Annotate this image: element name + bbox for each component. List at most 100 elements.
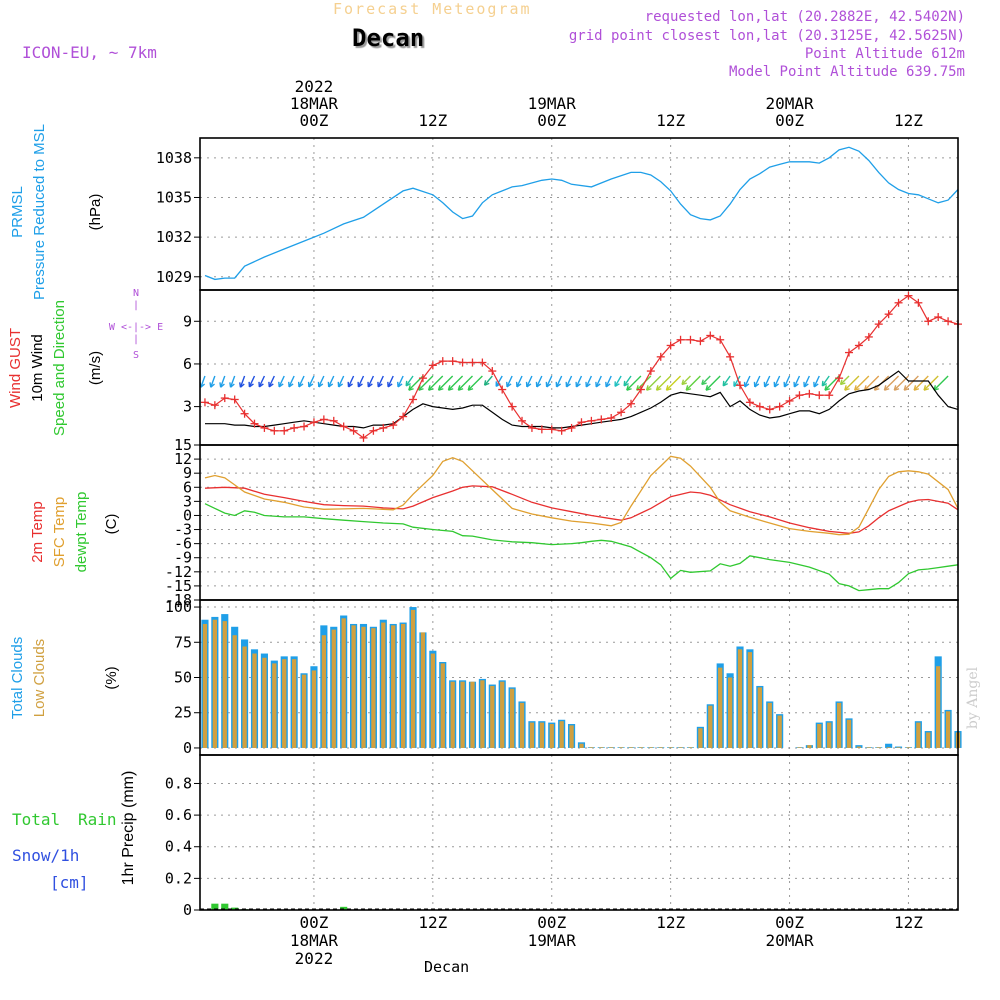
low-cloud-bar — [668, 747, 673, 748]
low-cloud-bar — [430, 653, 435, 748]
low-cloud-bar — [559, 721, 564, 748]
top-time-label: 2022 — [295, 77, 334, 96]
rain-bar — [231, 907, 239, 910]
cloud-ytick-label: 0 — [183, 739, 192, 757]
wind-arrow-head — [645, 385, 649, 391]
wind-arrow-shaft — [298, 375, 305, 388]
pressure-ytick-label: 1029 — [156, 268, 192, 286]
wind-direction-arrow — [515, 375, 523, 388]
wind-arrow-head — [666, 388, 672, 391]
bottom-time-label: 12Z — [894, 913, 923, 932]
wind-gust-marker — [656, 352, 665, 361]
compass-bar: | — [133, 300, 139, 311]
cloud-bar — [875, 747, 883, 748]
cloud-bar — [855, 745, 863, 748]
wind-arrow-head — [526, 383, 532, 388]
wind-arrow-head — [904, 388, 910, 391]
wind-arrow-head — [328, 383, 334, 388]
wind-arrow-shaft — [783, 375, 791, 388]
wind-ytick-label: 3 — [183, 398, 192, 416]
wind-arrow-head — [219, 382, 222, 388]
temp-ytick-label: 0 — [183, 506, 192, 524]
cloud-bar — [528, 721, 536, 748]
cloud-bar — [657, 747, 665, 748]
precip-legend-snow-unit: [cm] — [50, 873, 89, 892]
wind-arrow-shaft — [377, 375, 384, 388]
wind-direction-arrow — [347, 375, 355, 388]
wind-arrow-head — [546, 383, 552, 388]
wind-arrow-shaft — [803, 375, 811, 388]
wind-arrow-head — [467, 385, 471, 391]
wind-arrow-shaft — [585, 375, 593, 388]
cloud-bar — [498, 680, 506, 748]
wind-direction-arrow — [595, 375, 602, 388]
wind-gust-marker — [557, 426, 566, 435]
wind-arrow-head — [418, 388, 424, 391]
wind-direction-arrow — [327, 375, 335, 388]
wind-direction-arrow — [813, 375, 820, 388]
wind-direction-arrow — [209, 375, 216, 388]
wind-arrow-head — [626, 385, 629, 391]
temp-line-0 — [204, 485, 959, 534]
wind-gust-marker — [577, 418, 586, 427]
low-cloud-bar — [817, 724, 822, 748]
wind-arrow-head — [457, 385, 461, 391]
low-cloud-bar — [856, 746, 862, 748]
wind-gust-marker — [270, 426, 279, 435]
wind-gust-marker — [468, 358, 477, 367]
low-cloud-bar — [896, 747, 901, 748]
wind-gust-marker — [686, 335, 695, 344]
low-cloud-bar — [638, 747, 644, 748]
wind-gust-marker — [220, 394, 229, 403]
wind-gust-marker — [359, 433, 368, 442]
rain-bar — [340, 906, 348, 910]
cloud-bar — [330, 626, 338, 748]
wind-arrow-head — [418, 385, 421, 391]
low-cloud-bar — [222, 621, 227, 748]
cloud-bar — [667, 747, 675, 748]
low-cloud-bar — [470, 681, 475, 748]
rain-bar — [211, 903, 219, 910]
temp-ytick-label: -3 — [174, 521, 192, 539]
wind-gust-marker — [825, 391, 834, 400]
cloud-bar — [944, 709, 952, 748]
wind-arrow-shaft — [793, 375, 801, 388]
wind-arrow-head — [754, 383, 760, 388]
temp-label-1: SFC Temp — [51, 497, 68, 568]
wind-arrow-head — [575, 383, 581, 388]
wind-direction-arrow — [614, 375, 622, 387]
cloud-bar — [310, 666, 318, 748]
cloud-bar — [478, 678, 486, 748]
cloud-bar — [597, 747, 605, 748]
low-cloud-bar — [945, 711, 951, 748]
wind-arrow-head — [484, 382, 490, 386]
low-cloud-bar — [618, 747, 624, 748]
temp-line-1 — [204, 455, 959, 536]
cloud-bar — [904, 747, 913, 748]
wind-direction-arrow — [337, 375, 345, 388]
wind-arrow-shaft — [864, 375, 880, 391]
wind-direction-arrow — [258, 375, 266, 388]
wind-arrow-shaft — [438, 375, 454, 391]
wind-arrow-head — [874, 388, 880, 391]
low-cloud-bar — [490, 685, 495, 748]
wind-arrow-shaft — [536, 375, 543, 388]
pressure-ytick-label: 1032 — [156, 228, 192, 246]
cloud-bar — [320, 625, 328, 748]
low-cloud-bar — [252, 653, 257, 748]
low-cloud-bar — [519, 702, 525, 748]
wind-arrow-head — [408, 385, 411, 391]
grid-point-coords: grid point closest lon,lat (20.3125E, 42… — [568, 28, 965, 44]
wind-gust-marker — [379, 423, 388, 432]
wind-arrow-shaft — [457, 375, 473, 391]
wind-gust-marker — [319, 415, 328, 424]
wind-arrow-head — [686, 388, 692, 391]
wind-arrow-shaft — [764, 375, 771, 388]
wind-arrow-head — [200, 383, 206, 388]
wind-arrow-shaft — [614, 375, 622, 387]
cloud-bar — [617, 747, 625, 748]
wind-gust-marker — [478, 358, 487, 367]
wind-arrow-head — [230, 383, 235, 388]
precip-axis: 0 0.2 0.4 0.6 0.8 — [165, 755, 958, 919]
wind-gust-marker — [854, 341, 863, 350]
